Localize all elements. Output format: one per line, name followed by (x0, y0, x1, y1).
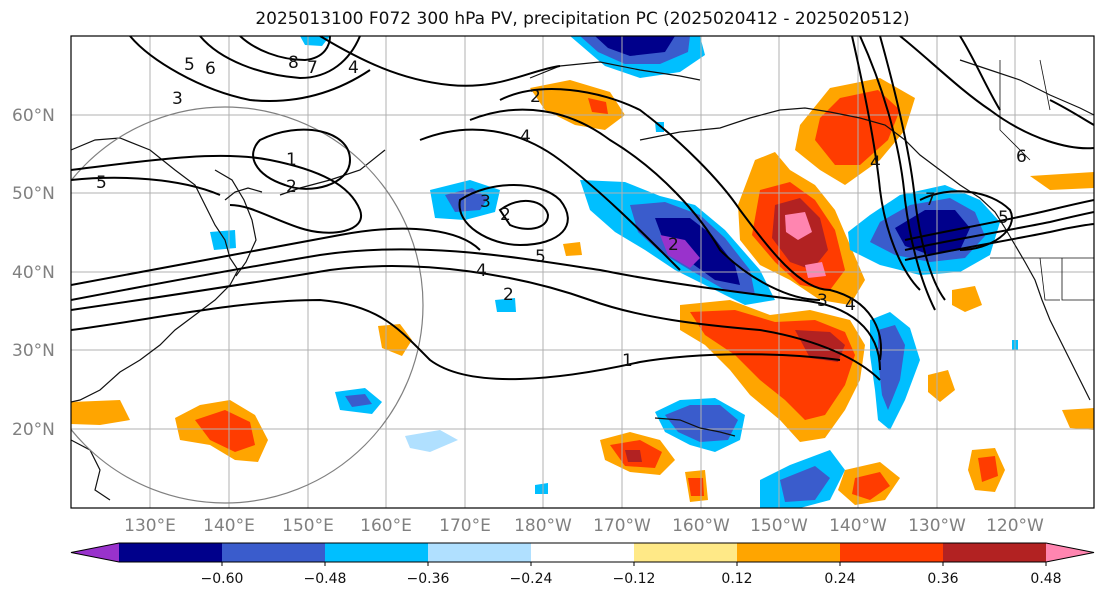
colorbar-cell (222, 543, 326, 562)
lon-label: 150°E (282, 516, 334, 536)
contour-label: 7 (925, 190, 936, 210)
contour-label: 5 (535, 247, 546, 267)
contour-label: 6 (205, 59, 216, 79)
colorbar-tick-label: −0.60 (201, 571, 244, 587)
precip-neg-north (300, 36, 705, 78)
colorbar-tick-label: −0.48 (304, 571, 347, 587)
colorbar-tick-label: 0.36 (927, 571, 958, 587)
lon-label: 150°W (750, 516, 808, 536)
lon-label: 120°W (986, 516, 1044, 536)
lon-label: 130°E (124, 516, 176, 536)
contour-label: 6 (1016, 147, 1027, 167)
pv-contour-labels: 5 6 8 7 4 3 2 1 2 5 2 3 4 5 4 2 1 3 4 2 … (96, 53, 1027, 371)
pv-contours (71, 36, 1094, 381)
contour-label: 2 (500, 205, 511, 225)
lon-label: 180°W (514, 516, 572, 536)
contour-label: 5 (998, 208, 1009, 228)
contour-label: 5 (96, 173, 107, 193)
map-frame (70, 35, 1095, 509)
contour-label: 4 (845, 295, 856, 315)
lon-label: 140°W (829, 516, 887, 536)
colorbar-cell (943, 543, 1047, 562)
lat-labels: 60°N 50°N 40°N 30°N 20°N (12, 106, 55, 440)
colorbar-cell (840, 543, 944, 562)
colorbar-tick-label: 0.48 (1030, 571, 1061, 587)
colorbar-tick-label: 0.24 (824, 571, 855, 587)
colorbar-cell (119, 543, 223, 562)
colorbar-cell (634, 543, 738, 562)
colorbar-tick-label: −0.36 (407, 571, 450, 587)
lat-label: 40°N (12, 263, 55, 283)
lon-label: 160°E (360, 516, 412, 536)
lon-label: 160°W (672, 516, 730, 536)
colorbar-outline (70, 542, 1095, 563)
contour-label: 1 (622, 351, 633, 371)
colorbar-cell (325, 543, 429, 562)
precip-pos-central (738, 152, 865, 305)
precip-neg-east (848, 185, 1000, 430)
lat-label: 20°N (12, 420, 55, 440)
contour-label: 7 (307, 58, 318, 78)
colorbar-tick-label: −0.12 (613, 571, 656, 587)
colorbar-cell (428, 543, 532, 562)
contour-label: 1 (286, 150, 297, 170)
precip-pos-north (530, 80, 625, 256)
map-panel: 5 6 8 7 4 3 2 1 2 5 2 3 4 5 4 2 1 3 4 2 … (71, 36, 1094, 508)
borders (990, 59, 1094, 301)
colorbar-cell (737, 543, 841, 562)
lon-label: 170°E (439, 516, 491, 536)
lon-label: 130°W (908, 516, 966, 536)
map-title: 2025013100 F072 300 hPa PV, precipitatio… (255, 9, 910, 29)
lat-label: 60°N (12, 106, 55, 126)
colorbar-tick-label: −0.24 (510, 571, 553, 587)
contour-label: 4 (870, 153, 881, 173)
lon-label: 140°E (203, 516, 255, 536)
graticule (71, 36, 1094, 508)
colorbar-extend-high (1046, 543, 1094, 562)
contour-label: 2 (530, 87, 541, 107)
contour-label: 3 (480, 192, 491, 212)
contour-label: 8 (288, 53, 299, 73)
contour-label: 4 (520, 127, 531, 147)
colorbar: −0.60 −0.48 −0.36 −0.24 −0.12 0.12 0.24 0.36 0.4… (70, 542, 1095, 587)
colorbar-extend-low (71, 543, 119, 562)
contour-label: 3 (172, 89, 183, 109)
colorbar-cell (531, 543, 635, 562)
lat-label: 50°N (12, 184, 55, 204)
contour-label: 5 (184, 55, 195, 75)
contour-label: 2 (503, 285, 514, 305)
lat-label: 30°N (12, 341, 55, 361)
contour-label: 3 (817, 291, 828, 311)
lon-labels: 130°E 140°E 150°E 160°E 170°E 180°W 170°… (124, 516, 1044, 536)
colorbar-tick-label: 0.12 (721, 571, 752, 587)
range-circle (71, 106, 424, 504)
contour-label: 4 (476, 261, 487, 281)
lon-label: 170°W (593, 516, 651, 536)
contour-label: 4 (348, 58, 359, 78)
contour-label: 2 (668, 235, 679, 255)
contour-label: 2 (286, 177, 297, 197)
